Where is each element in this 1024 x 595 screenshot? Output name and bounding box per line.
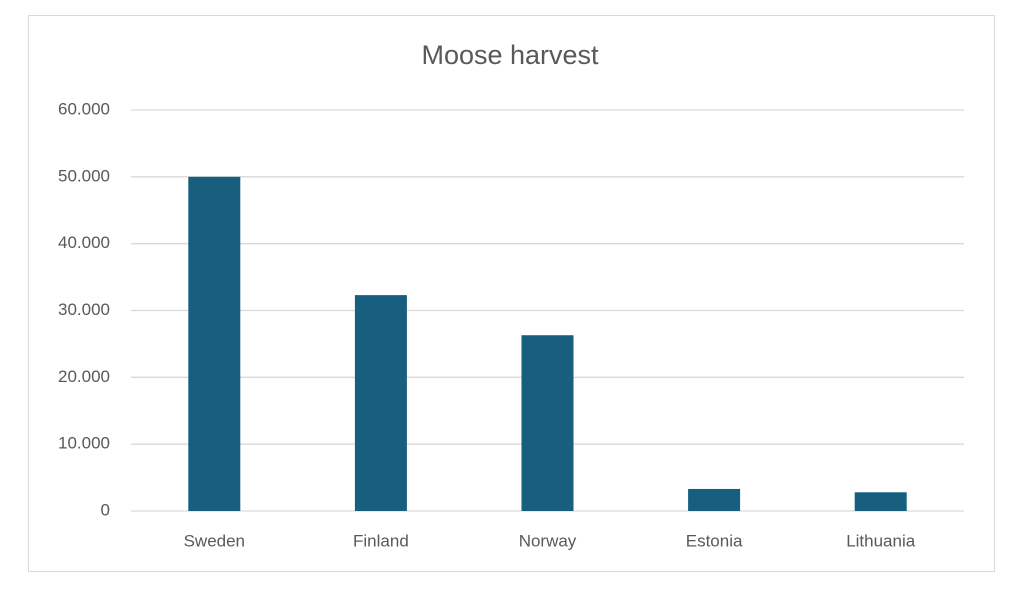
y-tick-label: 40.000 <box>58 233 110 252</box>
bar <box>188 176 241 512</box>
y-tick-label: 0 <box>101 500 110 519</box>
bar <box>521 335 574 511</box>
x-tick-label: Sweden <box>184 531 245 550</box>
y-tick-label: 60.000 <box>58 99 110 118</box>
y-tick-label: 30.000 <box>58 300 110 319</box>
y-tick-label: 50.000 <box>58 166 110 185</box>
x-tick-label: Norway <box>519 531 577 550</box>
y-tick-label: 20.000 <box>58 367 110 386</box>
chart-border <box>28 15 995 572</box>
x-tick-label: Lithuania <box>846 531 916 550</box>
bar <box>854 492 907 511</box>
chart-title: Moose harvest <box>421 40 599 70</box>
bar <box>354 295 407 511</box>
x-tick-label: Estonia <box>686 531 743 550</box>
x-tick-label: Finland <box>353 531 409 550</box>
bar <box>688 488 741 511</box>
y-tick-label: 10.000 <box>58 434 110 453</box>
